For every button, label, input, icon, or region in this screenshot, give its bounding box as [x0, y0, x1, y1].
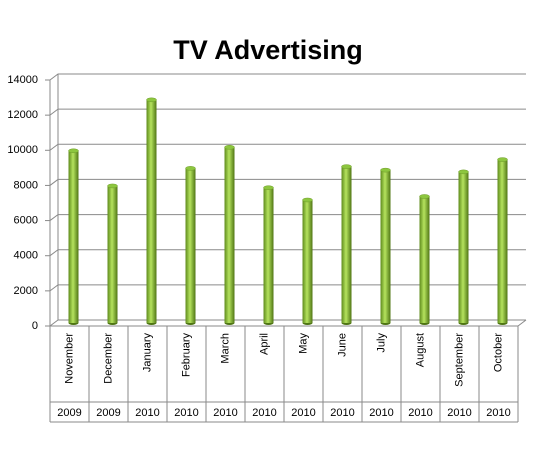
bar-top — [263, 185, 274, 190]
floor — [50, 319, 527, 327]
year-label: 2010 — [408, 407, 432, 419]
bar — [497, 159, 508, 323]
bar — [341, 166, 352, 323]
bar — [302, 200, 313, 323]
bar-top — [341, 164, 352, 169]
y-tick-label: 14000 — [7, 74, 38, 86]
chart-title: TV Advertising — [173, 35, 363, 65]
x-tick-label: December — [102, 333, 114, 384]
grid-line — [49, 214, 526, 221]
bar — [458, 171, 469, 323]
bar-top — [224, 145, 235, 150]
year-label: 2010 — [252, 407, 276, 419]
bar-top — [107, 183, 118, 189]
x-tick-label: February — [180, 333, 192, 378]
y-tick-label: 12000 — [7, 109, 38, 121]
grid-line — [49, 319, 526, 327]
x-tick-label: April — [258, 333, 270, 355]
bar-top — [302, 197, 313, 203]
bar — [146, 99, 157, 323]
grid-line — [49, 178, 526, 186]
grid-line — [49, 249, 526, 257]
bar-top — [68, 148, 79, 154]
y-tick-label: 10000 — [7, 144, 38, 156]
y-tick-label: 2000 — [14, 285, 38, 297]
bar-top — [458, 169, 469, 175]
x-tick-label: March — [219, 333, 231, 364]
bar — [107, 185, 118, 323]
x-tick-label: November — [63, 333, 75, 384]
bar — [263, 187, 274, 323]
year-label: 2009 — [96, 407, 120, 419]
year-label: 2009 — [57, 407, 81, 419]
bar-top — [497, 157, 508, 162]
y-tick-label: 4000 — [14, 250, 38, 262]
year-label: 2010 — [447, 407, 471, 419]
bar — [419, 196, 430, 323]
year-label: 2010 — [213, 407, 237, 419]
bar — [380, 170, 391, 323]
bar — [185, 168, 196, 323]
year-label: 2010 — [330, 407, 354, 419]
bar-top — [380, 167, 391, 173]
bar-top — [185, 166, 196, 171]
bar — [224, 147, 235, 323]
x-tick-label: July — [375, 333, 387, 353]
year-label: 2010 — [174, 407, 198, 419]
x-tick-label: September — [453, 333, 465, 387]
grid-line — [49, 143, 526, 151]
bar-top — [419, 194, 430, 199]
y-tick-label: 0 — [32, 320, 38, 332]
grid-line — [49, 108, 526, 116]
y-tick-label: 6000 — [14, 214, 38, 226]
grid-line — [49, 73, 526, 81]
x-tick-label: January — [141, 333, 153, 373]
y-tick-label: 8000 — [14, 179, 38, 191]
grid-line — [49, 284, 526, 292]
year-label: 2010 — [369, 407, 393, 419]
bar — [68, 150, 79, 323]
year-label: 2010 — [291, 407, 315, 419]
x-tick-label: May — [297, 333, 309, 354]
bar-top — [146, 97, 157, 103]
x-tick-label: August — [414, 333, 426, 367]
x-tick-label: October — [492, 333, 504, 372]
year-label: 2010 — [486, 407, 510, 419]
year-label: 2010 — [135, 407, 159, 419]
x-tick-label: June — [336, 333, 348, 357]
